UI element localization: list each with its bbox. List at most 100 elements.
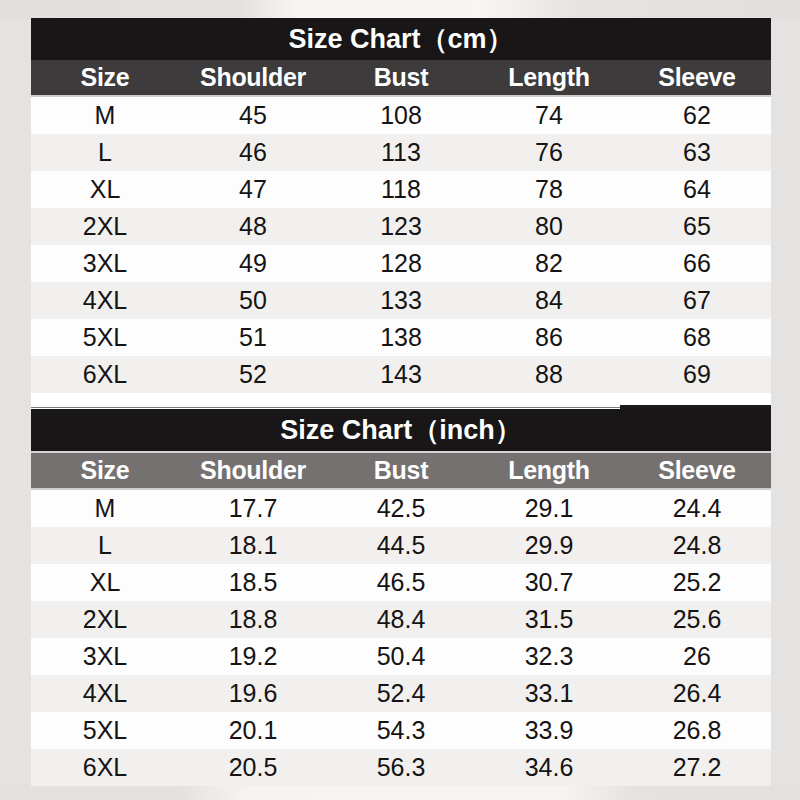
table-cell: 24.4 (623, 490, 771, 527)
table-cell: 82 (475, 245, 623, 282)
table-cell: M (31, 97, 179, 134)
table-cell: 20.5 (179, 749, 327, 786)
table-cell: 76 (475, 134, 623, 171)
table-cell: 25.6 (623, 601, 771, 638)
header-cell: Sleeve (623, 453, 771, 488)
table-cell: 143 (327, 356, 475, 393)
table-row: 2XL481238065 (31, 208, 771, 245)
table-cell: 33.1 (475, 675, 623, 712)
table-cell: 42.5 (327, 490, 475, 527)
table-cell: 65 (623, 208, 771, 245)
table-cell: L (31, 527, 179, 564)
table-row: 4XL19.652.433.126.4 (31, 675, 771, 712)
table-title-bar: Size Chart（cm） (31, 18, 771, 60)
header-cell: Bust (327, 60, 475, 95)
table-cell: 26.8 (623, 712, 771, 749)
table-cell: 123 (327, 208, 475, 245)
table-cell: 54.3 (327, 712, 475, 749)
table-cell: 62 (623, 97, 771, 134)
table-cell: 49 (179, 245, 327, 282)
table-row: L461137663 (31, 134, 771, 171)
photo-background-top (0, 0, 800, 18)
table-cell: 52 (179, 356, 327, 393)
table-cell: 32.3 (475, 638, 623, 675)
table-cell: 31.5 (475, 601, 623, 638)
table-row: 5XL511388668 (31, 319, 771, 356)
table-row: XL471187864 (31, 171, 771, 208)
table-body: M17.742.529.124.4L18.144.529.924.8XL18.5… (31, 490, 771, 786)
table-cell: 118 (327, 171, 475, 208)
table-cell: 74 (475, 97, 623, 134)
table-cell: 2XL (31, 601, 179, 638)
table-cell: 51 (179, 319, 327, 356)
tables-gap (31, 393, 771, 409)
table-cell: 46 (179, 134, 327, 171)
table-cell: 26 (623, 638, 771, 675)
header-cell: Length (475, 60, 623, 95)
table-cell: 4XL (31, 675, 179, 712)
table-cell: 6XL (31, 356, 179, 393)
table-title: Size Chart（cm） (288, 24, 513, 54)
table-title-bar: Size Chart（inch） (31, 409, 771, 451)
table-row: 3XL19.250.432.326 (31, 638, 771, 675)
table-cell: 52.4 (327, 675, 475, 712)
table-cell: 3XL (31, 638, 179, 675)
size-chart-cm-table: Size Chart（cm） SizeShoulderBustLengthSle… (31, 18, 771, 393)
table-cell: 47 (179, 171, 327, 208)
table-row: M451087462 (31, 97, 771, 134)
table-cell: 18.1 (179, 527, 327, 564)
table-cell: 48 (179, 208, 327, 245)
table-cell: 48.4 (327, 601, 475, 638)
table-cell: 3XL (31, 245, 179, 282)
table-cell: 45 (179, 97, 327, 134)
table-cell: 19.2 (179, 638, 327, 675)
table-cell: 68 (623, 319, 771, 356)
header-cell: Size (31, 453, 179, 488)
table-cell: 19.6 (179, 675, 327, 712)
table-cell: 108 (327, 97, 475, 134)
table-cell: 128 (327, 245, 475, 282)
table-cell: 44.5 (327, 527, 475, 564)
table-cell: 78 (475, 171, 623, 208)
table-cell: 69 (623, 356, 771, 393)
table-row: 6XL521438869 (31, 356, 771, 393)
table-cell: 29.1 (475, 490, 623, 527)
table-cell: 46.5 (327, 564, 475, 601)
table-header-row: SizeShoulderBustLengthSleeve (31, 60, 771, 97)
table-cell: 17.7 (179, 490, 327, 527)
table-cell: 88 (475, 356, 623, 393)
gap-step-artifact (620, 405, 771, 409)
table-row: L18.144.529.924.8 (31, 527, 771, 564)
table-cell: 64 (623, 171, 771, 208)
table-cell: 33.9 (475, 712, 623, 749)
table-cell: L (31, 134, 179, 171)
table-cell: 138 (327, 319, 475, 356)
table-cell: XL (31, 564, 179, 601)
table-row: XL18.546.530.725.2 (31, 564, 771, 601)
table-cell: XL (31, 171, 179, 208)
table-cell: 133 (327, 282, 475, 319)
header-cell: Shoulder (179, 60, 327, 95)
table-cell: 27.2 (623, 749, 771, 786)
table-cell: 56.3 (327, 749, 475, 786)
table-row: 3XL491288266 (31, 245, 771, 282)
table-cell: 50 (179, 282, 327, 319)
table-title: Size Chart（inch） (280, 415, 522, 445)
table-body: M451087462L461137663XL4711878642XL481238… (31, 97, 771, 393)
size-charts: Size Chart（cm） SizeShoulderBustLengthSle… (31, 18, 771, 786)
table-cell: 25.2 (623, 564, 771, 601)
table-cell: 18.8 (179, 601, 327, 638)
header-cell: Bust (327, 453, 475, 488)
table-cell: 50.4 (327, 638, 475, 675)
table-cell: 5XL (31, 712, 179, 749)
header-cell: Length (475, 453, 623, 488)
table-cell: 30.7 (475, 564, 623, 601)
table-row: 4XL501338467 (31, 282, 771, 319)
table-cell: 84 (475, 282, 623, 319)
table-header-row: SizeShoulderBustLengthSleeve (31, 453, 771, 490)
table-row: 5XL20.154.333.926.8 (31, 712, 771, 749)
table-cell: 86 (475, 319, 623, 356)
header-cell: Shoulder (179, 453, 327, 488)
table-cell: 6XL (31, 749, 179, 786)
table-cell: 20.1 (179, 712, 327, 749)
